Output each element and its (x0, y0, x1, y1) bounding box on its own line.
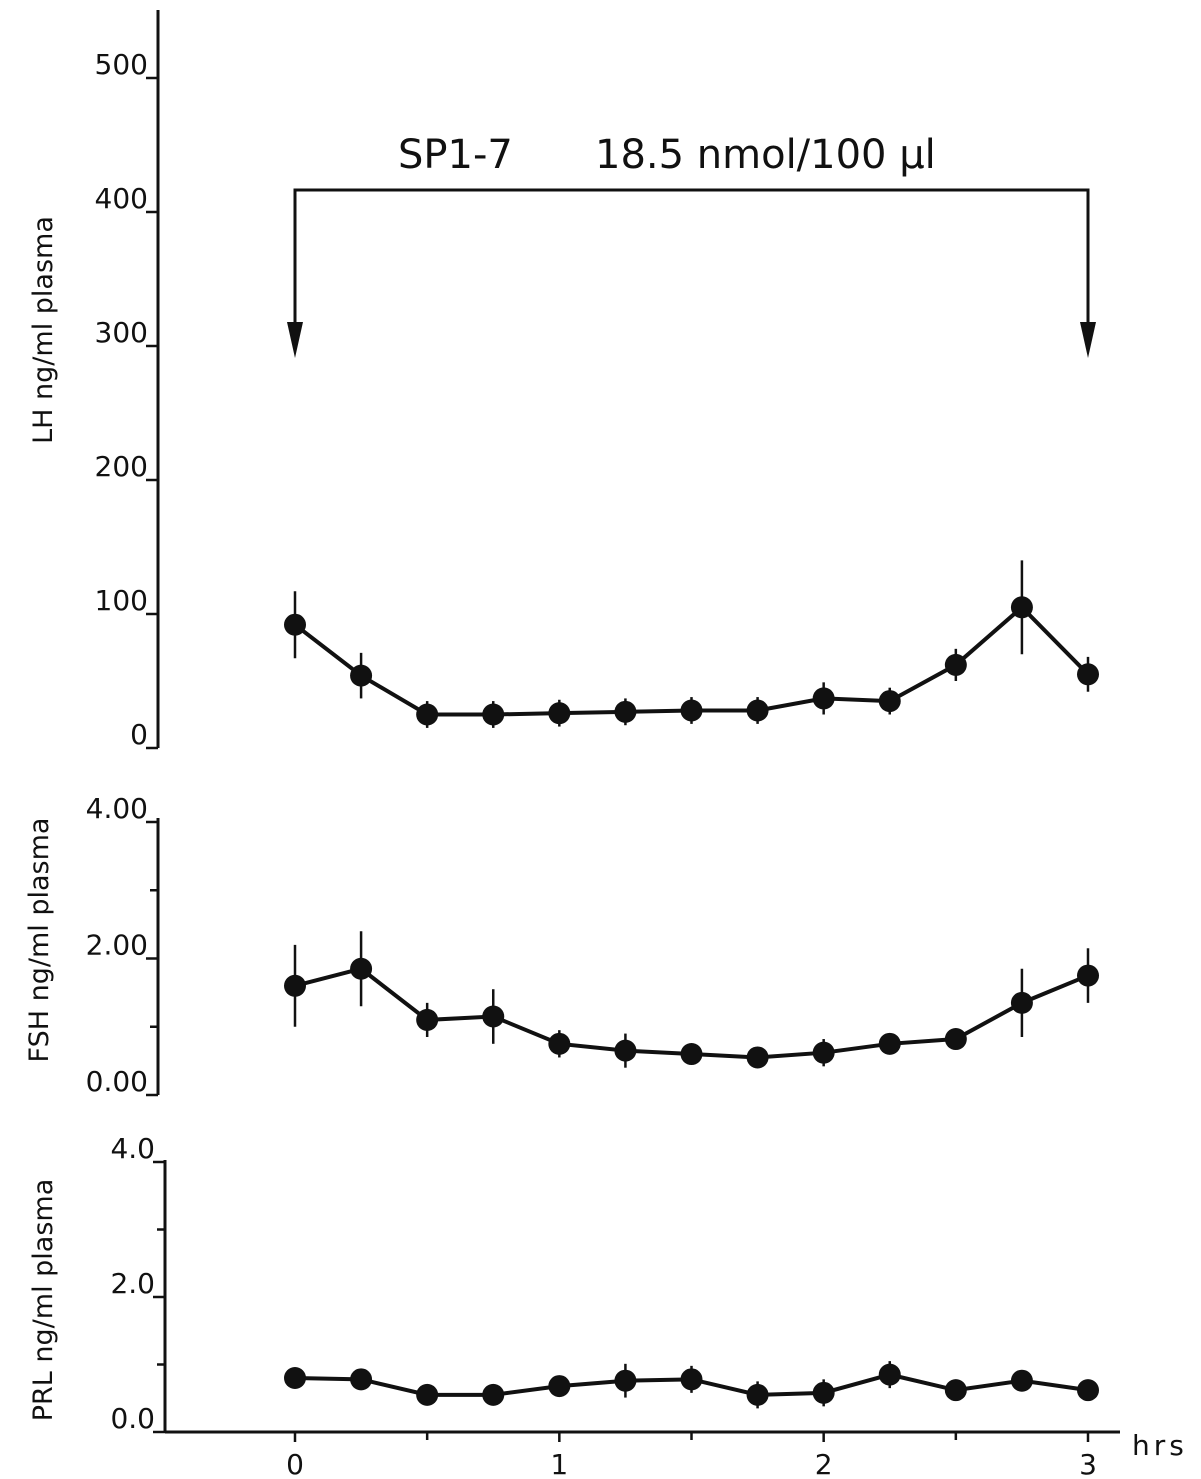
lh-y-tick-label: 100 (95, 584, 148, 617)
fsh-data-point (1010, 991, 1033, 1014)
fsh-data-point (944, 1028, 967, 1051)
prl-data-point (614, 1369, 637, 1392)
lh-data-point (878, 690, 901, 713)
panel-prl: 0.0 2.0 4.0 (110, 1132, 1099, 1435)
lh-data-point (746, 699, 769, 722)
prl-data-point (680, 1368, 703, 1391)
prl-ylabel: PRL ng/ml plasma (28, 1179, 59, 1422)
fsh-y-tick-label: 0.00 (86, 1065, 148, 1098)
x-unit-label: hrs (1132, 1429, 1188, 1462)
dose-label: 18.5 nmol/100 µl (595, 132, 936, 178)
lh-data-point (812, 687, 835, 710)
peptide-label: SP1-7 (398, 132, 513, 178)
infusion-bracket (287, 188, 1096, 358)
panel-fsh: 0.00 2.00 4.00 (86, 792, 1099, 1098)
fsh-data-point (878, 1032, 901, 1055)
fsh-data-point (350, 957, 373, 980)
fsh-data-point (482, 1005, 505, 1028)
fsh-data-point (746, 1046, 769, 1069)
lh-ylabel: LH ng/ml plasma (28, 216, 59, 444)
lh-data-point (1077, 663, 1099, 686)
lh-y-tick-label: 0 (130, 718, 148, 751)
lh-y-tick-label: 500 (95, 48, 148, 81)
lh-data-point (680, 699, 703, 722)
prl-data-point (746, 1383, 769, 1406)
prl-data-point (812, 1381, 835, 1404)
fsh-data-point (812, 1041, 835, 1064)
fsh-data-point (548, 1032, 571, 1055)
prl-data-point (284, 1367, 306, 1389)
prl-data-point (548, 1375, 571, 1398)
prl-data-point (878, 1363, 901, 1386)
lh-data-point (284, 613, 306, 636)
lh-data-point (614, 700, 637, 723)
lh-data-point (350, 664, 373, 687)
prl-data-point (482, 1383, 505, 1406)
prl-data-point (944, 1379, 967, 1402)
prl-y-tick-label: 2.0 (110, 1267, 155, 1300)
fsh-data-point (614, 1039, 637, 1062)
lh-data-point (944, 653, 967, 676)
lh-data-point (482, 703, 505, 726)
lh-data-point (1010, 596, 1033, 619)
lh-y-tick-label: 300 (95, 316, 148, 349)
lh-data-point (548, 702, 571, 725)
lh-data-point (416, 703, 439, 726)
fsh-data-point (416, 1008, 439, 1031)
panel-lh: 0 100 200 300 400 500 (95, 10, 1099, 751)
x-tick-label: 2 (815, 1448, 833, 1479)
x-tick-label: 0 (286, 1448, 304, 1479)
prl-data-point (1010, 1369, 1033, 1392)
prl-data-point (350, 1368, 373, 1391)
fsh-data-point (284, 974, 306, 997)
x-tick-label: 1 (550, 1448, 568, 1479)
fsh-ylabel: FSH ng/ml plasma (24, 818, 55, 1063)
prl-data-point (416, 1383, 439, 1406)
prl-y-tick-label: 4.0 (110, 1132, 155, 1165)
fsh-y-tick-label: 4.00 (86, 792, 148, 825)
bracket-line (293, 188, 1090, 322)
x-axis: 0 1 2 3 (165, 1430, 1120, 1479)
lh-y-tick-label: 200 (95, 450, 148, 483)
fsh-data-point (680, 1043, 703, 1066)
arrow-down-icon (287, 322, 303, 358)
x-tick-label: 3 (1079, 1448, 1097, 1479)
prl-data-point (1077, 1379, 1099, 1402)
arrow-down-icon (1080, 322, 1096, 358)
fsh-data-point (1077, 964, 1099, 987)
lh-y-tick-label: 400 (95, 182, 148, 215)
fsh-y-tick-label: 2.00 (86, 929, 148, 962)
prl-y-tick-label: 0.0 (110, 1402, 155, 1435)
